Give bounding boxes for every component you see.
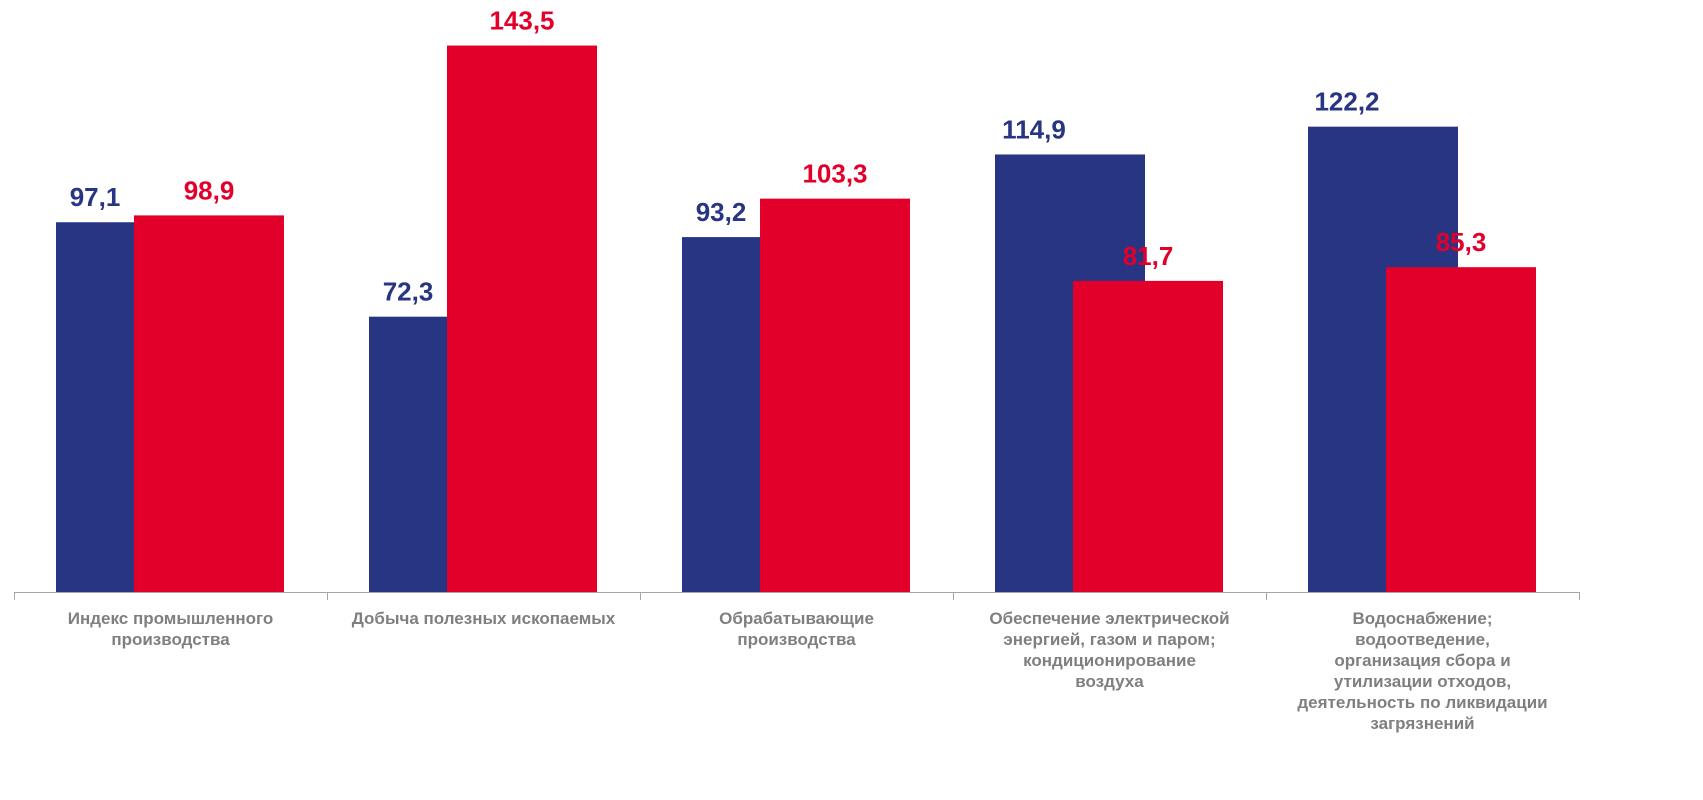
value-label-series2-cat2: 143,5 (489, 6, 554, 36)
value-label-series2-cat1: 98,9 (184, 175, 235, 205)
category-label-line: организация сбора и (1334, 651, 1510, 670)
category-labels-layer: Индекс промышленного производства Добыча п… (68, 609, 1548, 733)
category-label-line: воздуха (1075, 672, 1144, 691)
category-label-4: Обеспечение электрической энергией, газом… (989, 609, 1229, 691)
value-label-series1-cat3: 93,2 (696, 197, 747, 227)
bar-series2-cat3 (760, 198, 910, 592)
category-label-line: деятельность по ликвидации (1297, 693, 1547, 712)
category-label-line: Обрабатывающие (719, 609, 874, 628)
category-label-2: Добыча полезных ископаемых (352, 609, 616, 628)
category-label-line: Водоснабжение; (1353, 609, 1493, 628)
value-labels-layer: 97,1 72,3 93,2 114,9 122,2 98,9 143,5 103,3 81,7… (70, 6, 1487, 307)
value-label-series2-cat4: 81,7 (1123, 241, 1174, 271)
bar-series2-cat4 (1073, 280, 1223, 592)
value-label-series1-cat1: 97,1 (70, 182, 121, 212)
category-label-line: производства (737, 630, 856, 649)
bar-series2-cat1 (134, 215, 284, 592)
category-label-5: Водоснабжение; водоотведение, организация … (1297, 609, 1547, 733)
bars-layer (56, 45, 1536, 592)
value-label-series2-cat5: 85,3 (1436, 227, 1487, 257)
bar-series2-cat2 (447, 45, 597, 592)
category-label-line: производства (111, 630, 230, 649)
category-label-1: Индекс промышленного производства (68, 609, 273, 649)
x-axis (14, 592, 1580, 600)
value-label-series2-cat3: 103,3 (802, 159, 867, 189)
category-label-line: загрязнений (1370, 714, 1474, 733)
value-label-series1-cat2: 72,3 (383, 277, 434, 307)
category-label-3: Обрабатывающие производства (719, 609, 874, 649)
category-label-line: Обеспечение электрической (989, 609, 1229, 628)
category-label-line: кондиционирование (1023, 651, 1196, 670)
category-label-line: утилизации отходов, (1334, 672, 1511, 691)
category-label-line: водоотведение, (1355, 630, 1490, 649)
value-label-series1-cat5: 122,2 (1314, 87, 1379, 117)
bar-series2-cat5 (1386, 267, 1536, 592)
value-label-series1-cat4: 114,9 (1002, 114, 1066, 144)
category-label-line: энергией, газом и паром; (1003, 630, 1215, 649)
category-label-line: Индекс промышленного (68, 609, 273, 628)
category-label-line: Добыча полезных ископаемых (352, 609, 616, 628)
